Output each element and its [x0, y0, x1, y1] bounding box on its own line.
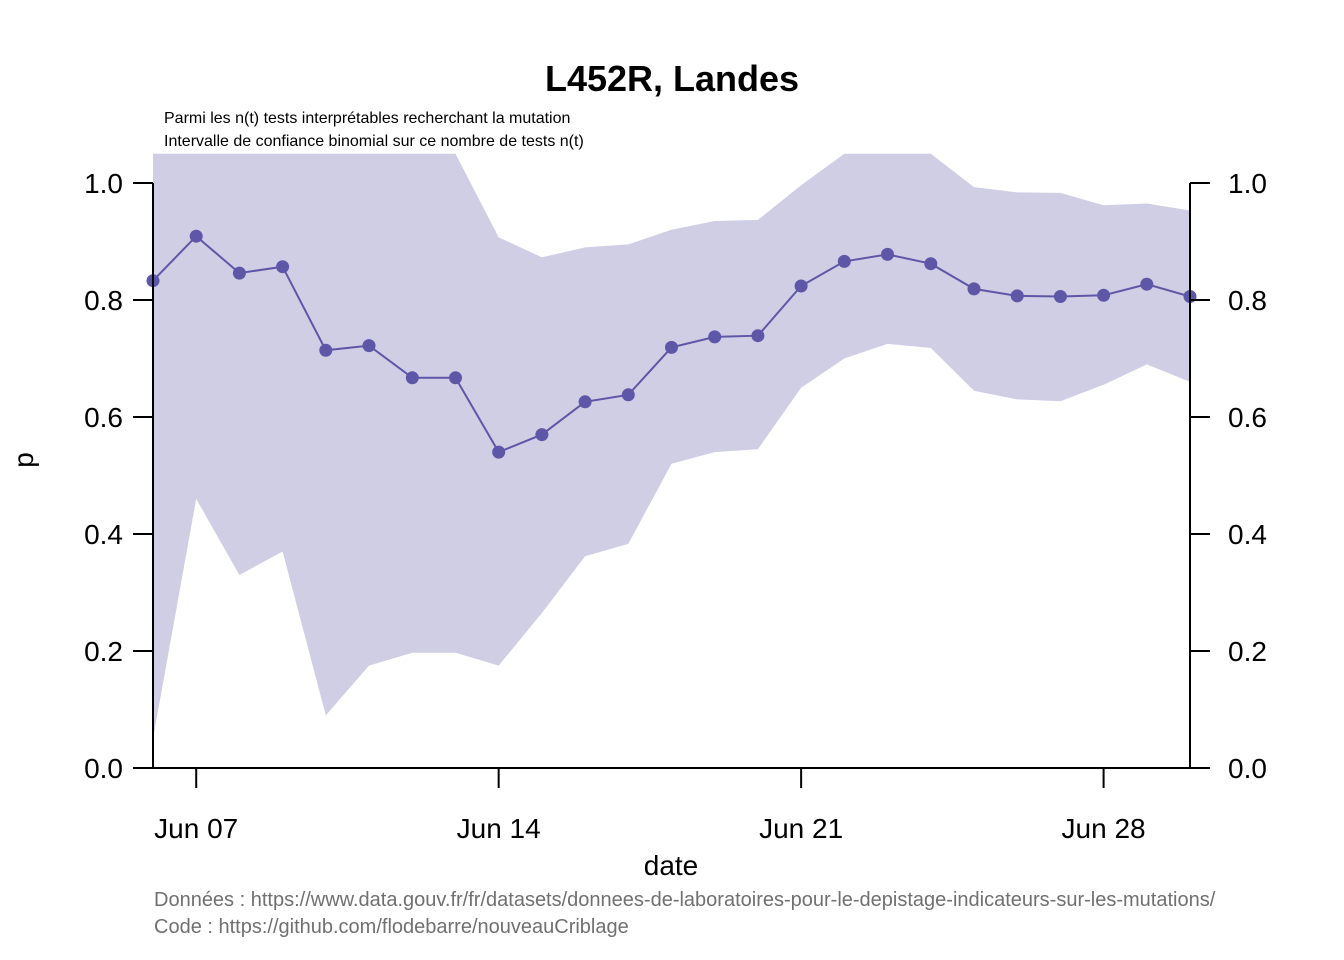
- y-tick-label-left: 0.6: [84, 402, 123, 433]
- code-source-caption: Code : https://github.com/flodebarre/nou…: [154, 916, 629, 938]
- data-point: [837, 254, 851, 268]
- data-point: [492, 445, 506, 459]
- subtitle-line-1: Parmi les n(t) tests interprétables rech…: [164, 110, 570, 127]
- data-point: [189, 229, 203, 243]
- data-point: [751, 329, 765, 343]
- data-point: [665, 340, 678, 354]
- y-axis-label: p: [8, 452, 39, 468]
- x-tick-label: Jun 28: [1062, 813, 1146, 844]
- y-tick-label-left: 0.8: [84, 285, 123, 316]
- y-tick-label-right: 0.6: [1228, 402, 1267, 433]
- y-tick-label-right: 0.8: [1228, 285, 1267, 316]
- y-ticks-left: 0.0 0.2 0.4 0.6 0.8 1.0: [84, 168, 153, 784]
- data-point: [1097, 288, 1111, 302]
- y-tick-label-right: 0.2: [1228, 636, 1267, 667]
- data-point: [967, 282, 981, 296]
- y-ticks-right: 0.0 0.2 0.4 0.6 0.8 1.0: [1190, 168, 1267, 784]
- data-point: [708, 330, 722, 344]
- confidence-band: [153, 153, 1190, 739]
- x-axis-label: date: [644, 850, 699, 881]
- y-tick-label-left: 0.0: [84, 753, 123, 784]
- chart-title: L452R, Landes: [545, 58, 799, 99]
- data-point: [578, 395, 592, 409]
- data-point: [1010, 289, 1024, 303]
- series-points-layer: [146, 229, 1197, 459]
- y-tick-label-left: 1.0: [84, 168, 123, 199]
- y-tick-label-left: 0.2: [84, 636, 123, 667]
- data-point: [276, 260, 290, 274]
- data-point: [449, 371, 462, 385]
- y-tick-label-right: 0.4: [1228, 519, 1267, 550]
- y-tick-label-right: 0.0: [1228, 753, 1267, 784]
- data-point: [362, 339, 376, 353]
- data-point: [405, 371, 419, 385]
- confidence-band-layer: [153, 153, 1190, 739]
- data-point: [924, 257, 938, 271]
- data-source-caption: Données : https://www.data.gouv.fr/fr/da…: [154, 889, 1216, 911]
- data-point: [319, 343, 333, 357]
- x-tick-label: Jun 21: [759, 813, 843, 844]
- data-point: [621, 388, 635, 402]
- y-tick-label-right: 1.0: [1228, 168, 1267, 199]
- data-point: [881, 247, 894, 261]
- x-tick-label: Jun 14: [457, 813, 541, 844]
- data-point: [535, 428, 549, 442]
- data-point: [794, 279, 808, 293]
- x-ticks: Jun 07 Jun 14 Jun 21 Jun 28: [154, 767, 1146, 844]
- data-point: [1053, 290, 1067, 303]
- x-tick-label: Jun 07: [154, 813, 238, 844]
- data-point: [232, 266, 246, 280]
- data-point: [1140, 277, 1154, 291]
- subtitle-line-2: Intervalle de confiance binomial sur ce …: [164, 133, 584, 150]
- y-tick-label-left: 0.4: [84, 519, 123, 550]
